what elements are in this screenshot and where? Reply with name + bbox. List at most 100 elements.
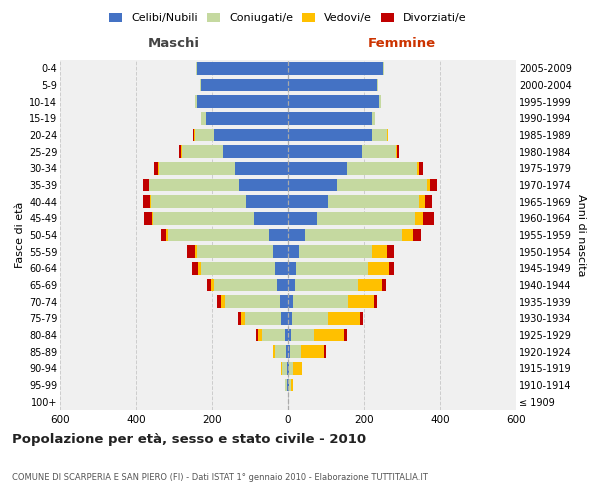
Bar — [166, 229, 168, 241]
Bar — [288, 179, 337, 192]
Bar — [197, 62, 288, 74]
Bar — [288, 329, 291, 341]
Bar — [387, 129, 388, 141]
Bar — [161, 229, 166, 241]
Bar — [285, 329, 288, 341]
Bar — [197, 96, 288, 108]
Bar — [290, 379, 293, 391]
Bar — [239, 179, 288, 192]
Bar — [194, 129, 195, 141]
Bar — [387, 246, 394, 258]
Bar — [347, 162, 417, 174]
Bar — [295, 279, 358, 291]
Bar — [288, 79, 377, 92]
Bar — [293, 296, 347, 308]
Bar — [419, 196, 425, 208]
Bar — [419, 162, 423, 174]
Bar — [214, 279, 277, 291]
Bar — [200, 262, 275, 274]
Bar — [288, 196, 328, 208]
Bar — [379, 96, 381, 108]
Bar — [287, 379, 288, 391]
Bar — [235, 162, 288, 174]
Bar — [288, 112, 371, 124]
Bar — [383, 62, 384, 74]
Bar — [195, 96, 197, 108]
Bar — [283, 362, 287, 374]
Bar — [179, 146, 181, 158]
Bar — [292, 312, 328, 324]
Text: Popolazione per età, sesso e stato civile - 2010: Popolazione per età, sesso e stato civil… — [12, 432, 366, 446]
Text: Maschi: Maschi — [148, 37, 200, 50]
Bar — [288, 129, 371, 141]
Bar — [413, 229, 421, 241]
Bar — [317, 212, 415, 224]
Bar — [288, 246, 299, 258]
Bar — [427, 179, 430, 192]
Bar — [214, 129, 288, 141]
Bar — [430, 179, 437, 192]
Bar — [245, 312, 281, 324]
Bar — [347, 296, 374, 308]
Legend: Celibi/Nubili, Coniugati/e, Vedovi/e, Divorziati/e: Celibi/Nubili, Coniugati/e, Vedovi/e, Di… — [105, 8, 471, 28]
Bar — [328, 196, 419, 208]
Bar — [288, 146, 362, 158]
Bar — [254, 212, 288, 224]
Bar — [273, 346, 275, 358]
Bar — [305, 229, 402, 241]
Bar — [280, 296, 288, 308]
Bar — [207, 279, 211, 291]
Bar — [397, 146, 399, 158]
Bar — [197, 246, 273, 258]
Y-axis label: Fasce di età: Fasce di età — [14, 202, 25, 268]
Bar — [145, 212, 152, 224]
Bar — [415, 212, 423, 224]
Bar — [288, 162, 347, 174]
Bar — [314, 329, 344, 341]
Bar — [389, 262, 394, 274]
Bar — [246, 196, 288, 208]
Bar — [360, 312, 363, 324]
Bar — [273, 246, 288, 258]
Bar — [296, 262, 368, 274]
Bar — [371, 129, 387, 141]
Bar — [288, 379, 289, 391]
Bar — [293, 362, 302, 374]
Bar — [275, 262, 288, 274]
Bar — [288, 262, 296, 274]
Bar — [425, 196, 433, 208]
Bar — [288, 312, 292, 324]
Bar — [288, 346, 290, 358]
Bar — [286, 346, 288, 358]
Bar — [324, 346, 326, 358]
Bar — [149, 179, 239, 192]
Bar — [192, 262, 197, 274]
Bar — [291, 329, 314, 341]
Bar — [269, 229, 288, 241]
Bar — [195, 129, 214, 141]
Bar — [328, 312, 360, 324]
Bar — [262, 329, 285, 341]
Bar — [288, 279, 295, 291]
Bar — [143, 196, 151, 208]
Bar — [152, 212, 153, 224]
Y-axis label: Anni di nascita: Anni di nascita — [576, 194, 586, 276]
Bar — [290, 346, 301, 358]
Bar — [196, 62, 197, 74]
Bar — [288, 62, 383, 74]
Bar — [374, 296, 377, 308]
Bar — [193, 129, 194, 141]
Bar — [187, 246, 195, 258]
Bar — [371, 246, 387, 258]
Bar — [287, 362, 288, 374]
Bar — [217, 296, 221, 308]
Bar — [241, 312, 245, 324]
Bar — [289, 379, 290, 391]
Bar — [402, 229, 413, 241]
Bar — [288, 362, 289, 374]
Text: COMUNE DI SCARPERIA E SAN PIERO (FI) - Dati ISTAT 1° gennaio 2010 - Elaborazione: COMUNE DI SCARPERIA E SAN PIERO (FI) - D… — [12, 473, 428, 482]
Bar — [181, 146, 182, 158]
Bar — [288, 296, 293, 308]
Bar — [158, 162, 159, 174]
Bar — [159, 162, 235, 174]
